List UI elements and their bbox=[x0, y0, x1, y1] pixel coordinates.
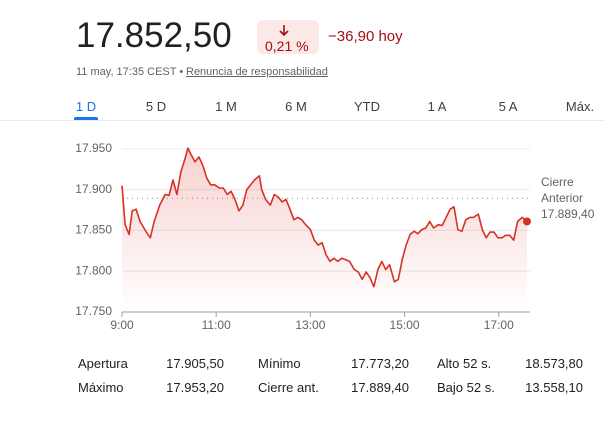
x-tick-label: 11:00 bbox=[202, 318, 231, 332]
x-tick-label: 13:00 bbox=[295, 318, 325, 332]
stat-label: Apertura bbox=[78, 356, 128, 371]
tab-indicator bbox=[74, 117, 98, 120]
stat-value: 13.558,10 bbox=[525, 380, 583, 395]
tab[interactable]: 1 A bbox=[427, 99, 447, 114]
tab[interactable]: 1 D bbox=[75, 99, 97, 114]
price: 17.852,50 bbox=[76, 16, 232, 55]
y-tick-label: 17.850 bbox=[75, 223, 112, 237]
timestamp: 11 may, 17:35 CEST • bbox=[76, 66, 184, 78]
tab[interactable]: YTD bbox=[354, 99, 380, 114]
stat-label: Mínimo bbox=[258, 356, 301, 371]
disclaimer-link[interactable]: Renuncia de responsabilidad bbox=[186, 66, 328, 78]
tab[interactable]: 1 M bbox=[215, 99, 237, 114]
stat-label: Cierre ant. bbox=[258, 380, 319, 395]
stat-value: 17.889,40 bbox=[351, 380, 409, 395]
line bbox=[121, 147, 528, 288]
y-tick-label: 17.950 bbox=[75, 141, 112, 155]
stat-value: 17.953,20 bbox=[166, 380, 224, 395]
stat-value: 17.905,50 bbox=[166, 356, 224, 371]
tab[interactable]: 5 A bbox=[498, 99, 518, 114]
tab[interactable]: 5 D bbox=[145, 99, 167, 114]
stat-label: Bajo 52 s. bbox=[437, 380, 495, 395]
y-tick-label: 17.750 bbox=[75, 304, 112, 318]
y-tick-label: 17.800 bbox=[75, 263, 112, 277]
x-tick-label: 9:00 bbox=[110, 318, 134, 332]
stat-value: 17.773,20 bbox=[351, 356, 409, 371]
tab-divider bbox=[0, 120, 605, 121]
stat-label: Alto 52 s. bbox=[437, 356, 492, 371]
down-arrow bbox=[279, 25, 289, 37]
change-badge bbox=[257, 20, 319, 54]
change-today: −36,90 hoy bbox=[328, 28, 403, 45]
reference-text: Cierre Anterior bbox=[541, 175, 584, 205]
reference-label: Cierre Anterior 17.889,40 bbox=[541, 174, 603, 222]
change-percent: 0,21 % bbox=[265, 38, 309, 54]
tab[interactable]: 6 M bbox=[285, 99, 307, 114]
reference-value: 17.889,40 bbox=[541, 207, 595, 221]
x-tick-label: 15:00 bbox=[390, 318, 420, 332]
x-tick-label: 17:00 bbox=[484, 318, 514, 332]
current-point bbox=[523, 217, 531, 226]
stat-label: Máximo bbox=[78, 380, 124, 395]
tab[interactable]: Máx. bbox=[565, 99, 595, 114]
y-tick-label: 17.900 bbox=[75, 182, 112, 196]
stat-value: 18.573,80 bbox=[525, 356, 583, 371]
